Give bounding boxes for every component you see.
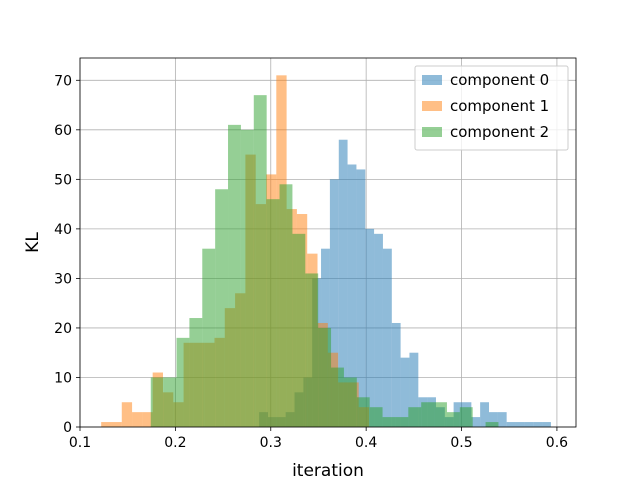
histogram-bar — [266, 199, 280, 427]
histogram-bar — [121, 402, 133, 427]
histogram-bar — [189, 318, 203, 427]
histogram-bar — [382, 417, 396, 427]
y-tick-label: 30 — [54, 271, 72, 287]
x-tick-label: 0.4 — [355, 435, 377, 451]
histogram-bar — [497, 412, 507, 427]
y-tick-label: 40 — [54, 222, 72, 238]
histogram-bar — [150, 377, 164, 427]
histogram-bar — [331, 367, 344, 427]
histogram-bar — [228, 124, 241, 427]
series-2-bars — [150, 95, 499, 428]
histogram-bars — [101, 75, 551, 428]
histogram-bar — [202, 248, 216, 427]
y-tick-label: 10 — [54, 370, 72, 386]
histogram-bar — [408, 407, 422, 427]
plot-frame — [79, 57, 577, 428]
histogram-bar — [446, 412, 460, 427]
y-tick-label: 0 — [63, 420, 72, 436]
y-tick-label: 20 — [54, 321, 72, 337]
histogram-bar — [485, 422, 499, 427]
histogram-bar — [279, 184, 293, 427]
histogram-bar — [338, 139, 348, 427]
histogram-bar — [374, 233, 383, 427]
y-tick-label: 50 — [54, 172, 72, 188]
histogram-bar — [542, 422, 551, 427]
histogram-bar — [176, 337, 190, 427]
x-tick-label: 0.5 — [450, 435, 472, 451]
y-tick-label: 60 — [54, 123, 72, 139]
histogram-bar — [111, 422, 122, 427]
histogram-bar — [142, 412, 153, 427]
histogram-bar — [101, 422, 112, 427]
histogram-bar — [382, 248, 392, 427]
legend-label: component 1 — [450, 97, 549, 115]
legend-label: component 2 — [450, 123, 549, 141]
y-axis-label: KL — [23, 232, 43, 253]
histogram-bar — [391, 322, 401, 427]
legend-swatch — [422, 101, 442, 111]
x-tick-label: 0.2 — [164, 435, 186, 451]
histogram-bar — [253, 95, 267, 428]
histogram-bar — [506, 422, 516, 427]
histogram-bar — [240, 129, 254, 427]
histogram-bar — [533, 422, 543, 427]
x-axis-ticks: 0.1 0.2 0.3 0.4 0.5 0.6 — [69, 427, 568, 451]
histogram-bar — [369, 407, 383, 427]
y-axis-ticks: 0 10 20 30 40 50 60 70 — [54, 73, 80, 436]
histogram-bar — [395, 417, 409, 427]
histogram-bar — [489, 412, 498, 427]
histogram-bar — [480, 402, 490, 427]
histogram-bar — [215, 189, 229, 427]
histogram-bar — [459, 407, 473, 427]
legend-swatch — [422, 75, 442, 85]
histogram-bar — [163, 377, 177, 427]
x-tick-label: 0.3 — [260, 435, 282, 451]
histogram-bar — [347, 164, 357, 427]
histogram-bar — [305, 273, 319, 427]
histogram-bar — [343, 377, 357, 427]
histogram-bar — [471, 417, 481, 427]
histogram-bar — [365, 228, 375, 427]
histogram-bar — [356, 397, 370, 427]
x-tick-label: 0.1 — [69, 435, 91, 451]
legend-swatch — [422, 127, 442, 137]
histogram-bar — [515, 422, 525, 427]
legend-box — [414, 65, 569, 151]
histogram-bar — [434, 402, 447, 427]
histogram-bar — [356, 169, 366, 428]
x-axis-label: iteration — [292, 461, 364, 480]
histogram-bar — [421, 402, 435, 427]
x-tick-label: 0.6 — [546, 435, 568, 451]
histogram-bar — [318, 327, 332, 427]
histogram-bar — [132, 412, 143, 427]
y-tick-label: 70 — [54, 73, 72, 89]
histogram-bar — [409, 352, 419, 427]
histogram-bar — [400, 357, 410, 427]
legend: component 0 component 1 component 2 — [414, 65, 569, 151]
histogram-bar — [524, 422, 534, 427]
histogram-bar — [292, 233, 306, 427]
histogram-bar — [329, 179, 339, 427]
legend-label: component 0 — [450, 71, 549, 89]
